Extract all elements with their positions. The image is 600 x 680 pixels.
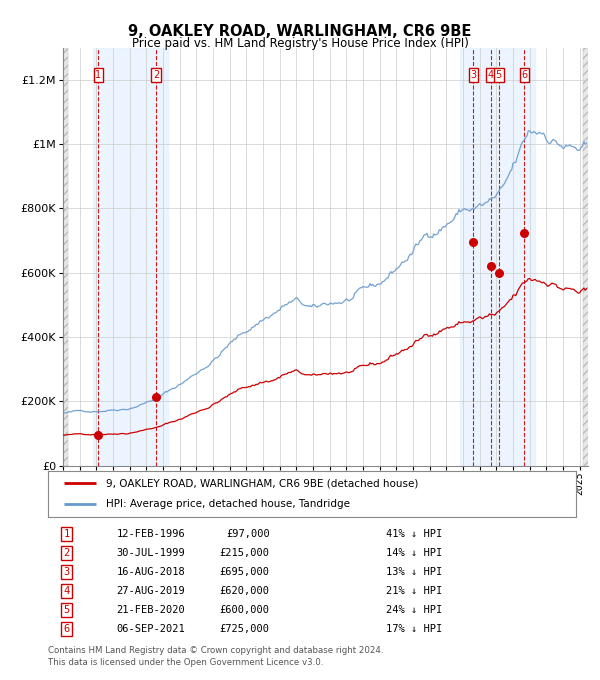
Text: 14% ↓ HPI: 14% ↓ HPI [386,548,442,558]
Text: 4: 4 [64,586,70,596]
Bar [583,48,590,466]
Text: 5: 5 [496,70,502,80]
Text: 2: 2 [64,548,70,558]
Text: £215,000: £215,000 [220,548,270,558]
Text: £725,000: £725,000 [220,624,270,634]
Text: 17% ↓ HPI: 17% ↓ HPI [386,624,442,634]
Text: 13% ↓ HPI: 13% ↓ HPI [386,567,442,577]
Bar [460,48,535,466]
Text: £97,000: £97,000 [226,529,270,539]
Bar [93,48,168,466]
Text: 1: 1 [95,70,101,80]
Text: 6: 6 [521,70,527,80]
Text: £600,000: £600,000 [220,605,270,615]
Text: 2: 2 [153,70,159,80]
Text: 21% ↓ HPI: 21% ↓ HPI [386,586,442,596]
Text: 3: 3 [64,567,70,577]
Bar [63,48,68,466]
Text: 4: 4 [487,70,494,80]
Text: 3: 3 [470,70,476,80]
Text: 27-AUG-2019: 27-AUG-2019 [116,586,185,596]
Text: £695,000: £695,000 [220,567,270,577]
Text: 5: 5 [64,605,70,615]
Text: 9, OAKLEY ROAD, WARLINGHAM, CR6 9BE (detached house): 9, OAKLEY ROAD, WARLINGHAM, CR6 9BE (det… [106,478,418,488]
Text: 12-FEB-1996: 12-FEB-1996 [116,529,185,539]
Text: 30-JUL-1999: 30-JUL-1999 [116,548,185,558]
Text: Contains HM Land Registry data © Crown copyright and database right 2024.: Contains HM Land Registry data © Crown c… [48,646,383,655]
Text: 06-SEP-2021: 06-SEP-2021 [116,624,185,634]
Text: 16-AUG-2018: 16-AUG-2018 [116,567,185,577]
Text: 24% ↓ HPI: 24% ↓ HPI [386,605,442,615]
Text: 21-FEB-2020: 21-FEB-2020 [116,605,185,615]
Text: Price paid vs. HM Land Registry's House Price Index (HPI): Price paid vs. HM Land Registry's House … [131,37,469,50]
Text: 41% ↓ HPI: 41% ↓ HPI [386,529,442,539]
Text: HPI: Average price, detached house, Tandridge: HPI: Average price, detached house, Tand… [106,499,350,509]
Text: £620,000: £620,000 [220,586,270,596]
Text: 9, OAKLEY ROAD, WARLINGHAM, CR6 9BE: 9, OAKLEY ROAD, WARLINGHAM, CR6 9BE [128,24,472,39]
Text: 6: 6 [64,624,70,634]
Text: 1: 1 [64,529,70,539]
Text: This data is licensed under the Open Government Licence v3.0.: This data is licensed under the Open Gov… [48,658,323,666]
